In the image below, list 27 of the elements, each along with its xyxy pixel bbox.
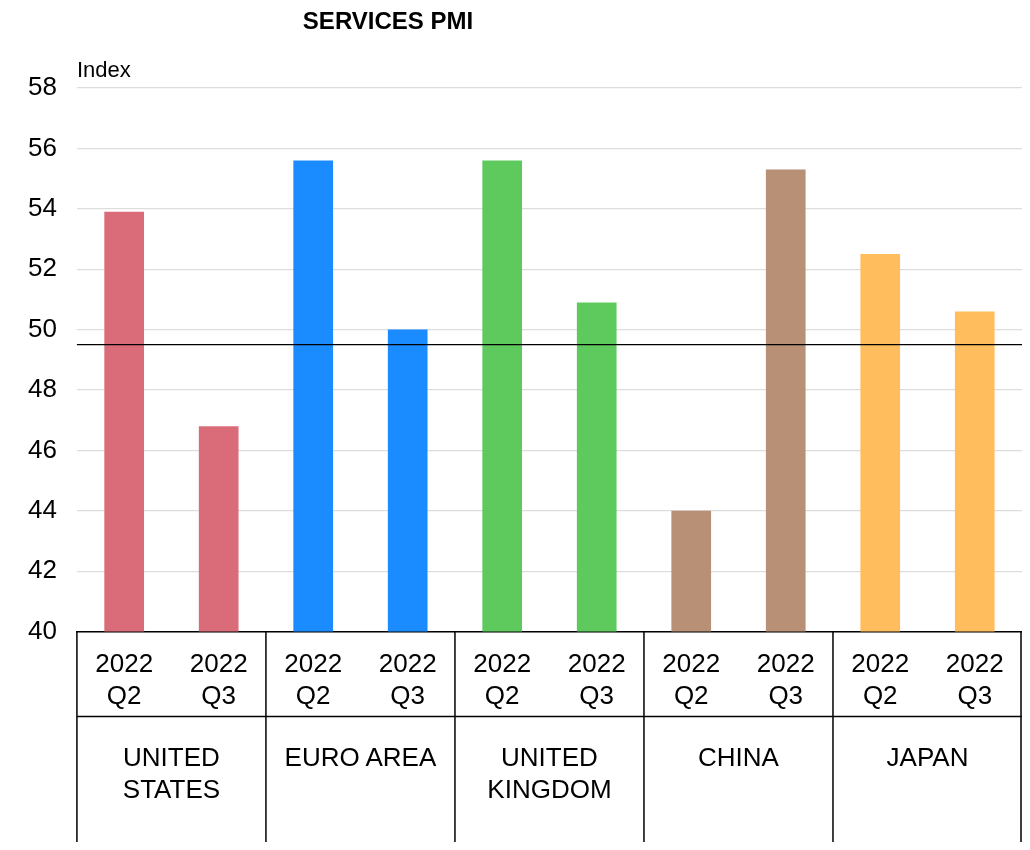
series-label: JAPAN [886, 741, 969, 772]
y-tick-label: 42 [28, 554, 57, 585]
series-label: UNITED KINGDOM [487, 741, 612, 804]
y-axis-title: Index [76, 57, 131, 83]
y-tick-label: 56 [28, 131, 57, 162]
x-tick-label: 2022 Q2 [95, 648, 154, 710]
y-tick-label: 48 [28, 373, 57, 404]
chart-title: SERVICES PMI [302, 6, 474, 34]
y-tick-label: 54 [28, 191, 57, 222]
x-tick-label: 2022 Q3 [945, 648, 1004, 710]
x-tick-label: 2022 Q3 [378, 648, 437, 710]
x-tick-label: 2022 Q2 [662, 648, 721, 710]
y-tick-label: 50 [28, 312, 57, 343]
x-tick-label: 2022 Q2 [473, 648, 532, 710]
series-label: CHINA [698, 741, 780, 772]
x-tick-label: 2022 Q2 [284, 648, 343, 710]
x-tick-label: 2022 Q3 [567, 648, 626, 710]
x-tick-label: 2022 Q3 [189, 648, 248, 710]
y-tick-label: 58 [28, 71, 57, 102]
series-label: EURO AREA [284, 741, 437, 772]
y-tick-label: 46 [28, 433, 57, 464]
y-tick-label: 52 [28, 252, 57, 283]
y-tick-label: 44 [28, 493, 57, 524]
y-tick-label: 40 [28, 614, 57, 645]
series-label: UNITED STATES [122, 741, 221, 804]
x-tick-label: 2022 Q2 [851, 648, 910, 710]
x-tick-label: 2022 Q3 [756, 648, 815, 710]
